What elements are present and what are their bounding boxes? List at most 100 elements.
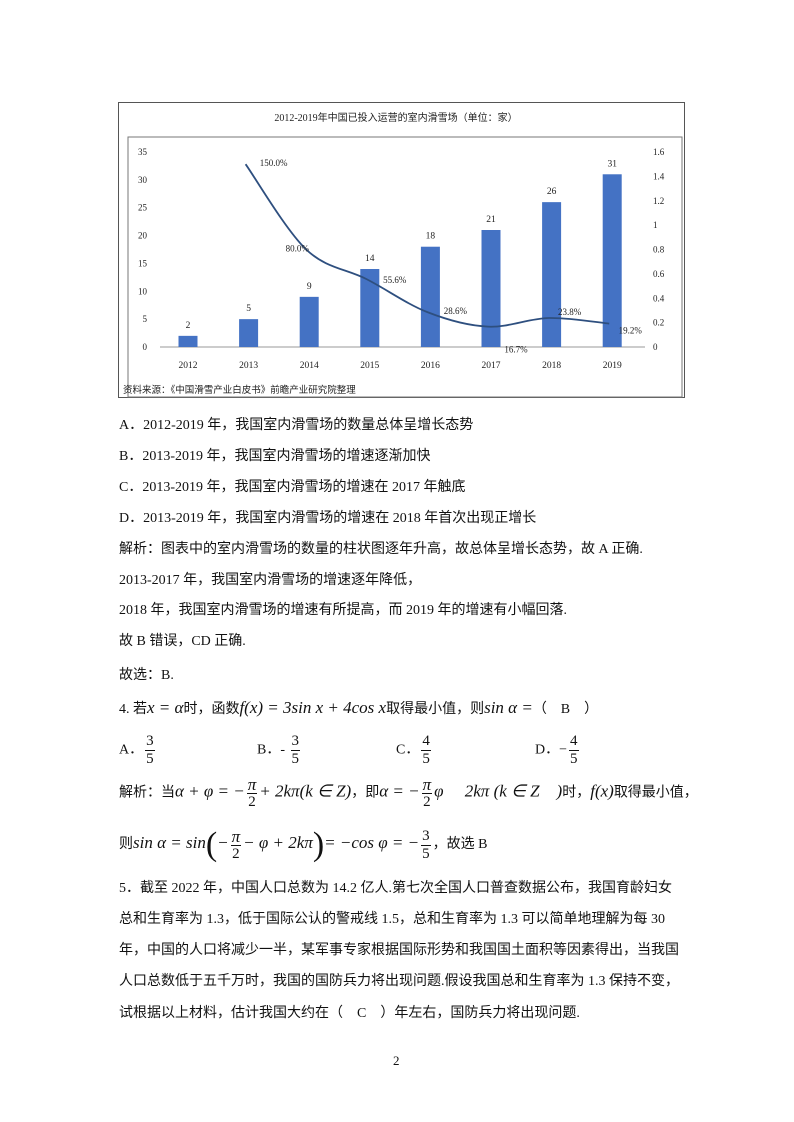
y-right-tick-label: 0 [653, 342, 658, 352]
y-left-tick-label: 30 [138, 175, 148, 185]
q4-stem: 4. 若x = α时，函数f(x) = 3sin x + 4cos x取得最小值… [119, 698, 598, 718]
q4-analysis-1: 解析：当α + φ = − π 2 + 2kπ(k ∈ Z)，即α = − π 2 φ 2k… [119, 776, 698, 811]
q5-line: 人口总数低于五千万时，我国的国防兵力将出现问题.假设我国总和生育率为 1.3 保… [119, 974, 679, 989]
chart-source: 资料来源：《中国滑雪产业白皮书》前瞻产业研究院整理 [123, 384, 356, 396]
x-tick-label: 2017 [482, 361, 501, 371]
plot-frame [127, 136, 683, 398]
math: − [217, 833, 229, 853]
bar-data-label: 31 [607, 159, 617, 169]
analysis-line: 故选：B. [119, 668, 174, 683]
growth-line [244, 163, 610, 328]
bar [542, 202, 562, 347]
num: 4 [421, 733, 431, 751]
line-data-label: 150.0% [260, 158, 288, 168]
x-tick-label: 2019 [603, 361, 622, 371]
chart: 2012-2019年中国已投入运营的室内滑雪场（单位：家） 0 5 10 15 20 25 3… [123, 111, 683, 398]
answer: （ B ） [532, 702, 599, 717]
bar [178, 335, 198, 347]
page-number: 2 [393, 1053, 400, 1068]
q5-line: 总和生育率为 1.3，低于国际公认的警戒线 1.5，总和生育率为 1.3 可以简… [119, 912, 665, 927]
y-right-tick-label: 1.4 [653, 171, 665, 181]
y-left-tick-label: 35 [138, 147, 148, 157]
math: sin α = [484, 698, 533, 717]
q4-option: A． 3 5 [119, 733, 157, 768]
y-right-tick-label: 0.8 [653, 245, 665, 255]
text: 取得最小值，则 [386, 702, 485, 717]
y-left-tick-label: 10 [138, 286, 148, 296]
bar [481, 230, 501, 347]
y-left-tick-label: 5 [143, 314, 148, 324]
den: 2 [232, 845, 240, 862]
bar-data-label: 21 [486, 215, 496, 225]
text: 取得最小值， [613, 785, 698, 801]
text: 4. 若 [119, 702, 147, 717]
y-right-tick-label: 0.4 [653, 293, 665, 303]
bar [239, 319, 259, 347]
math: f(x) = 3sin x + 4cos x [239, 698, 387, 717]
y-right-tick-label: 0.6 [653, 269, 665, 279]
text: 时， [562, 785, 591, 801]
q5-line: 试根据以上材料，估计我国大约在（ C ）年左右，国防兵力将出现问题. [119, 1006, 580, 1021]
y-left-tick-label: 20 [138, 231, 148, 241]
x-tick-label: 2014 [300, 361, 319, 371]
num: 3 [290, 733, 301, 751]
option-label: A． [119, 742, 144, 758]
analysis-line: 2018 年，我国室内滑雪场的增速有所提高，而 2019 年的增速有小幅回落. [119, 603, 567, 618]
q4-option: C． 4 5 [396, 733, 433, 768]
text: ，故选 B [432, 837, 488, 853]
text: 解析：当 [119, 785, 175, 801]
y-right-tick-label: 1 [653, 220, 658, 230]
chart-title: 2012-2019年中国已投入运营的室内滑雪场（单位：家） [274, 111, 517, 124]
bar-data-label: 18 [426, 232, 436, 242]
bar-data-label: 9 [307, 282, 312, 292]
option-a: A．2012-2019 年，我国室内滑雪场的数量总体呈增长态势 [119, 418, 474, 433]
bar [299, 296, 319, 347]
sign: - [280, 742, 289, 758]
q4-option: D．− 4 5 [535, 733, 581, 768]
line-data-label: 80.0% [286, 244, 310, 254]
line-data-label: 23.8% [558, 307, 582, 317]
y-left-tick-label: 25 [138, 203, 148, 213]
x-tick-label: 2012 [179, 361, 198, 371]
q5-line: 5．截至 2022 年，中国人口总数为 14.2 亿人.第七次全国人口普查数据公… [119, 881, 672, 896]
den: 5 [422, 845, 430, 862]
line-data-label: 19.2% [619, 326, 643, 336]
x-tick-label: 2013 [239, 361, 258, 371]
q4-analysis-2: 则sin α = sin(− π 2− φ + 2kπ)= −cos φ = −3 5… [119, 826, 487, 864]
math: α = − [379, 781, 420, 801]
text: ，即 [351, 785, 380, 801]
x-tick-label: 2016 [421, 361, 440, 371]
math: sin α = sin [133, 833, 206, 853]
math: + 2kπ(k ∈ Z) [259, 781, 352, 801]
option-label: B． [257, 742, 281, 758]
analysis-line: 故 B 错误，CD 正确. [119, 634, 246, 649]
num: π [230, 826, 242, 846]
y-right-tick-label: 1.2 [653, 196, 664, 206]
num: 3 [421, 827, 431, 846]
math: − φ + 2kπ [243, 833, 313, 853]
den: 5 [291, 751, 300, 767]
x-tick-label: 2018 [542, 361, 561, 371]
option-label: D． [535, 742, 560, 758]
y-left-tick-label: 15 [138, 258, 148, 268]
text: 时，函数 [183, 702, 240, 717]
q5-line: 年，中国的人口将减少一半，某军事专家根据国际形势和我国国土面积等因素得出，当我国 [119, 943, 679, 958]
option-b: B．2013-2019 年，我国室内滑雪场的增速逐渐加快 [119, 449, 431, 464]
line-data-label: 16.7% [504, 345, 528, 355]
math: = −cos φ = − [324, 833, 420, 853]
math: φ 2kπ (k ∈ Z ) [434, 781, 563, 801]
option-label: C． [396, 742, 420, 758]
bar [360, 269, 380, 347]
bar [420, 246, 440, 347]
math: α + φ = − [175, 781, 245, 801]
line-data-label: 28.6% [444, 306, 468, 316]
den: 2 [423, 794, 431, 810]
num: π [421, 775, 433, 794]
